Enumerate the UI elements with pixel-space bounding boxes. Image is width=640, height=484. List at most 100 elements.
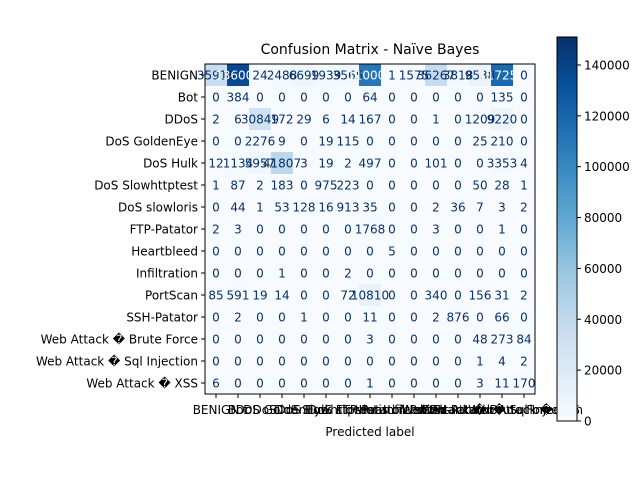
heatmap-cell-1-11 — [447, 86, 470, 109]
heatmap-cell-13-7 — [359, 350, 382, 373]
heatmap-cell-2-6 — [337, 108, 360, 131]
colorbar-tick-label-2: 40000 — [584, 313, 622, 327]
heatmap-cell-8-10 — [425, 240, 448, 263]
heatmap-cell-13-6 — [337, 350, 360, 373]
cell-value-7-1: 3 — [234, 223, 242, 237]
cell-value-10-1: 591 — [227, 289, 250, 303]
heatmap-cell-8-12 — [469, 240, 492, 263]
cell-value-0-10: 36267 — [417, 69, 455, 83]
heatmap-cell-8-7 — [359, 240, 382, 263]
cell-value-9-3: 1 — [278, 267, 286, 281]
heatmap-cell-8-2 — [249, 240, 272, 263]
heatmap-cell-5-4 — [293, 174, 316, 197]
y-tick-label-14: Web Attack � XSS — [86, 377, 198, 391]
y-tick-label-11: SSH-Patator — [126, 311, 198, 325]
heatmap-cell-6-1 — [227, 196, 250, 219]
cell-value-3-13: 210 — [491, 135, 514, 149]
heatmap-cell-13-11 — [447, 350, 470, 373]
cell-value-14-14: 170 — [513, 377, 536, 391]
heatmap-cell-11-13 — [491, 306, 514, 329]
heatmap-cell-6-3 — [271, 196, 294, 219]
cell-value-11-7: 11 — [362, 311, 377, 325]
cell-value-0-0: 35916 — [197, 69, 235, 83]
y-tick-label-3: DoS GoldenEye — [105, 135, 198, 149]
cell-value-7-5: 0 — [322, 223, 330, 237]
heatmap-cell-11-12 — [469, 306, 492, 329]
cell-value-13-9: 0 — [410, 355, 418, 369]
cell-value-3-11: 0 — [454, 135, 462, 149]
cell-value-8-10: 0 — [432, 245, 440, 259]
heatmap-cell-4-1 — [227, 152, 250, 175]
x-tick-label-6: DoS slowloris — [308, 403, 388, 417]
cell-value-9-13: 0 — [498, 267, 506, 281]
heatmap-cell-0-5 — [315, 64, 338, 87]
heatmap-cell-12-1 — [227, 328, 250, 351]
cell-value-10-6: 72 — [340, 289, 355, 303]
heatmap-cell-14-3 — [271, 372, 294, 395]
heatmap-cell-13-12 — [469, 350, 492, 373]
heatmap-cell-14-1 — [227, 372, 250, 395]
cell-value-7-4: 0 — [300, 223, 308, 237]
cell-value-5-3: 183 — [271, 179, 294, 193]
heatmap-cell-13-10 — [425, 350, 448, 373]
cell-value-11-3: 0 — [278, 311, 286, 325]
heatmap-cell-7-11 — [447, 218, 470, 241]
cell-value-13-12: 1 — [476, 355, 484, 369]
heatmap-cell-9-1 — [227, 262, 250, 285]
heatmap-cell-3-9 — [403, 130, 426, 153]
cell-value-3-1: 0 — [234, 135, 242, 149]
cell-value-12-0: 0 — [212, 333, 220, 347]
heatmap-cell-6-10 — [425, 196, 448, 219]
cell-value-2-12: 1209 — [465, 113, 496, 127]
heatmap-cell-12-4 — [293, 328, 316, 351]
heatmap-cell-0-13 — [491, 64, 514, 87]
cell-value-1-10: 0 — [432, 91, 440, 105]
heatmap-cell-14-10 — [425, 372, 448, 395]
cell-value-9-10: 0 — [432, 267, 440, 281]
cell-value-4-4: 3 — [300, 157, 308, 171]
heatmap-cell-4-4 — [293, 152, 316, 175]
heatmap-cell-3-1 — [227, 130, 250, 153]
y-tick-label-12: Web Attack � Brute Force — [41, 333, 198, 347]
colorbar — [556, 36, 578, 422]
cell-value-8-13: 0 — [498, 245, 506, 259]
cell-value-3-3: 9 — [278, 135, 286, 149]
cell-value-0-8: 1 — [388, 69, 396, 83]
heatmap-cell-1-10 — [425, 86, 448, 109]
cell-value-6-8: 0 — [388, 201, 396, 215]
cell-value-0-7: 110000 — [347, 69, 393, 83]
heatmap-cell-11-9 — [403, 306, 426, 329]
heatmap-cell-1-7 — [359, 86, 382, 109]
cell-value-10-14: 2 — [520, 289, 528, 303]
cell-value-2-11: 0 — [454, 113, 462, 127]
heatmap-cell-11-6 — [337, 306, 360, 329]
cell-value-6-6: 913 — [337, 201, 360, 215]
cell-value-11-11: 876 — [447, 311, 470, 325]
heatmap-cell-9-5 — [315, 262, 338, 285]
cell-value-2-10: 1 — [432, 113, 440, 127]
heatmap-cell-9-3 — [271, 262, 294, 285]
heatmap-cell-14-7 — [359, 372, 382, 395]
heatmap-cell-3-4 — [293, 130, 316, 153]
cell-value-2-6: 14 — [340, 113, 355, 127]
heatmap-cell-8-14 — [513, 240, 536, 263]
cell-value-3-2: 2276 — [245, 135, 276, 149]
cell-value-2-5: 6 — [322, 113, 330, 127]
heatmap-cell-3-12 — [469, 130, 492, 153]
cell-value-11-2: 0 — [256, 311, 264, 325]
heatmap-cell-14-14 — [513, 372, 536, 395]
heatmap-cell-7-14 — [513, 218, 536, 241]
heatmap-cell-13-13 — [491, 350, 514, 373]
heatmap-cell-10-10 — [425, 284, 448, 307]
x-tick-label-11: SSH-Patator — [422, 403, 494, 417]
heatmap-cell-6-8 — [381, 196, 404, 219]
heatmap-cell-12-6 — [337, 328, 360, 351]
heatmap-cell-6-11 — [447, 196, 470, 219]
cell-value-6-11: 36 — [450, 201, 465, 215]
cell-value-5-1: 87 — [230, 179, 245, 193]
heatmap-cell-5-11 — [447, 174, 470, 197]
colorbar-tick-label-7: 140000 — [584, 58, 630, 72]
cell-value-12-4: 0 — [300, 333, 308, 347]
heatmap-cells — [205, 64, 536, 395]
